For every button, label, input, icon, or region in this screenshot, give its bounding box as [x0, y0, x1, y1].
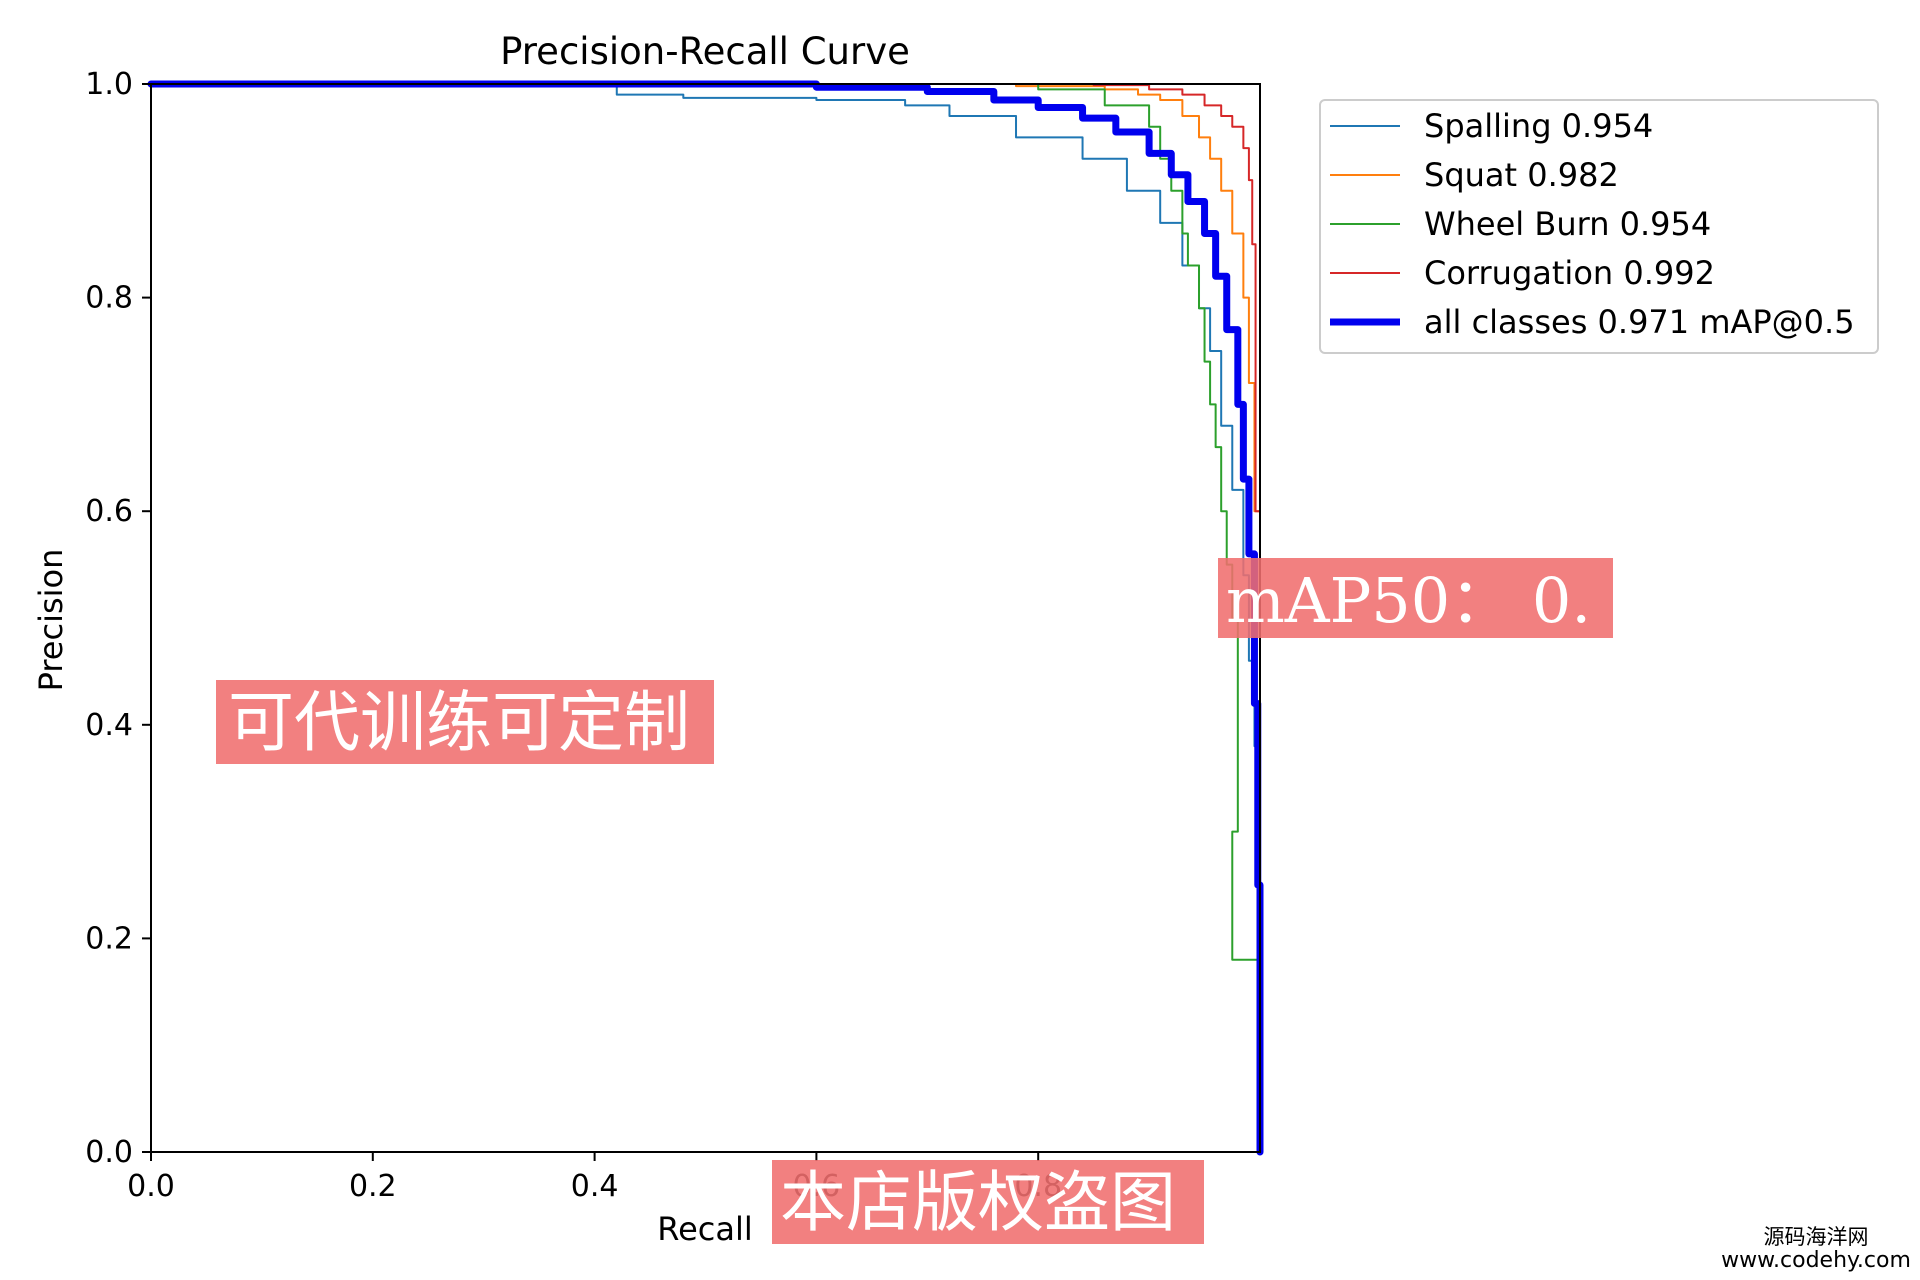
legend-entry-label: all classes 0.971 mAP@0.5	[1424, 303, 1855, 341]
y-tick-label: 1.0	[85, 67, 133, 102]
y-tick-label: 0.0	[85, 1135, 133, 1170]
legend-entry-label: Corrugation 0.992	[1424, 254, 1715, 292]
y-tick-label: 0.6	[85, 494, 133, 529]
x-tick-label: 0.4	[571, 1169, 619, 1204]
y-tick-label: 0.4	[85, 708, 133, 743]
copyright-overlay-label: 本店版权盗图	[772, 1160, 1204, 1244]
y-axis-label: Precision	[32, 549, 70, 692]
series-line-3	[150, 83, 1261, 1153]
x-tick-label: 0.0	[127, 1169, 175, 1204]
y-tick-label: 0.8	[85, 281, 133, 316]
legend-entry-label: Wheel Burn 0.954	[1424, 205, 1711, 243]
x-axis-label: Recall	[657, 1210, 752, 1248]
series-layer	[147, 80, 1264, 1156]
legend-entry-label: Squat 0.982	[1424, 156, 1619, 194]
legend-frame	[1319, 99, 1879, 354]
series-line-4	[147, 80, 1264, 1156]
watermark-url: www.codehy.com	[1721, 1248, 1911, 1273]
legend: Spalling 0.954 Squat 0.982 Wheel Burn 0.95…	[1319, 99, 1879, 354]
y-tick-label: 0.2	[85, 921, 133, 956]
series-line-1	[150, 83, 1261, 1153]
x-tick-label: 0.2	[349, 1169, 397, 1204]
watermark-site-name: 源码海洋网	[1763, 1225, 1869, 1249]
map50-overlay-label: mAP50： 0. 97	[1218, 558, 1613, 638]
training-overlay-label: 可代训练可定制	[216, 680, 714, 764]
site-watermark: 源码海洋网 www.codehy.com	[1716, 1226, 1916, 1273]
chart-title: Precision-Recall Curve	[500, 30, 910, 73]
legend-entry-label: Spalling 0.954	[1424, 107, 1653, 145]
